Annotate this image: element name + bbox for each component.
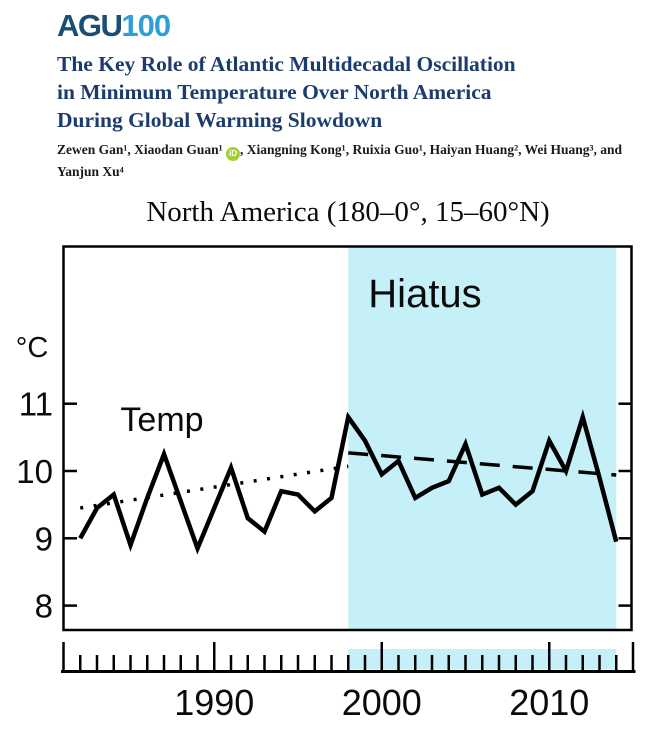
y-axis-ticks: 11 10 9 8 (16, 386, 632, 625)
agu100-logo: AGU100 (57, 8, 171, 44)
author-list: Zewen Gan¹, Xiaodan Guan¹ iD, Xiangning … (57, 139, 632, 182)
author-line-2: Yanjun Xu⁴ (57, 164, 124, 179)
y-tick-label: 9 (35, 520, 53, 557)
pre-hiatus-trend-dotted-line (79, 464, 349, 510)
authors-before-orcid: Zewen Gan¹, Xiaodan Guan¹ (57, 142, 227, 157)
x-tick-label: 1990 (174, 682, 254, 723)
paper-title-line-3: During Global Warming Slowdown (57, 108, 383, 132)
paper-title-line-1: The Key Role of Atlantic Multidecadal Os… (57, 52, 516, 76)
x-axis: 1990 2000 2010 (61, 642, 636, 723)
logo-100-text: 100 (121, 8, 171, 43)
hiatus-trend-dashed-line (348, 451, 617, 477)
temperature-series-line (78, 409, 619, 555)
plot-border (62, 245, 633, 632)
y-tick-label: 10 (16, 453, 53, 490)
paper-title-line-2: in Minimum Temperature Over North Americ… (57, 80, 492, 104)
hiatus-label: Hiatus (368, 272, 481, 316)
paper-title: The Key Role of Atlantic Multidecadal Os… (57, 50, 617, 134)
temperature-chart: 11 10 9 8 1990 2000 2010 Hiatus Temp °C (16, 245, 636, 723)
x-tick-label: 2000 (342, 682, 422, 723)
series-label-temp: Temp (120, 401, 203, 439)
hiatus-shaded-region (348, 247, 617, 629)
y-tick-label: 8 (35, 588, 53, 625)
logo-agu-text: AGU (57, 8, 123, 43)
x-tick-label: 2010 (509, 682, 589, 723)
figure-title: North America (180–0°, 15–60°N) (146, 196, 550, 228)
orcid-icon[interactable]: iD (226, 147, 241, 161)
author-line-1: Zewen Gan¹, Xiaodan Guan¹ iD, Xiangning … (57, 139, 632, 161)
authors-after-orcid: , Xiangning Kong¹, Ruixia Guo¹, Haiyan H… (240, 142, 623, 157)
y-tick-label: 11 (19, 386, 53, 423)
y-axis-unit-label: °C (16, 332, 49, 364)
